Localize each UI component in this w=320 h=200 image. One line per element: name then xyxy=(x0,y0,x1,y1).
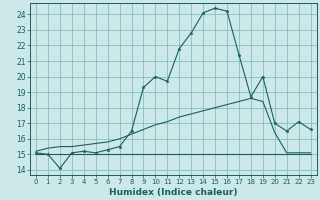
X-axis label: Humidex (Indice chaleur): Humidex (Indice chaleur) xyxy=(109,188,237,197)
